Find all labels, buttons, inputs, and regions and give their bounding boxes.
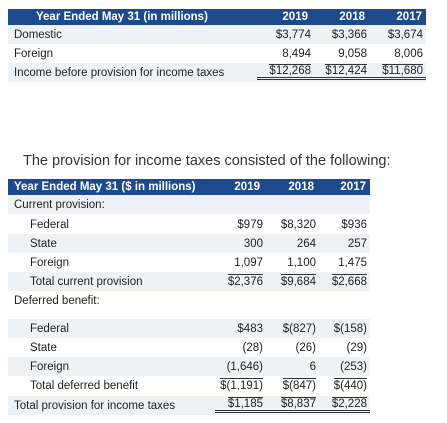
cell-2017: $2,668 [331,273,367,288]
row-label: Federal [30,322,69,335]
cell-2019: (1,646) [226,360,263,373]
table-row: State (28) (26) (29) [8,338,370,357]
cell-2018: $8,837 [280,397,316,410]
cell-2018: $(847) [282,377,316,392]
cell-2019: 8,494 [282,47,311,60]
header-2017: 2017 [340,181,366,193]
cell-2019: (28) [242,341,263,354]
cell-2019: 300 [243,237,263,250]
cell-2017: $(158) [333,322,367,335]
table-row: Foreign 8,494 9,058 8,006 [8,44,426,63]
row-label: Domestic [14,28,62,41]
section-heading-deferred: Deferred benefit: [14,294,100,307]
table-row: Foreign (1,646) 6 (253) [8,357,370,376]
header-2019: 2019 [234,181,260,193]
cell-2019: $(1,191) [220,377,263,392]
cell-2019: 1,097 [234,256,263,269]
row-label: Total deferred benefit [30,379,139,392]
header-2018: 2018 [339,11,365,23]
row-label: State [30,341,57,354]
row-label: Income before provision for income taxes [14,66,225,79]
cell-2018: $8,320 [280,218,316,231]
table-row: Federal $979 $8,320 $936 [8,215,370,234]
cell-2019: $483 [237,322,263,335]
header-label: Year Ended May 31 ($ in millions) [14,181,196,193]
row-label: Federal [30,218,69,231]
cell-2019: $979 [237,218,263,231]
cell-2018: 264 [296,237,316,250]
cell-2019: $3,774 [275,28,311,41]
income-tax-provision-table: Year Ended May 31 ($ in millions) 2019 2… [8,179,370,415]
cell-2018: $9,684 [280,273,316,288]
row-label: Foreign [30,256,69,269]
section-caption: The provision for income taxes consisted… [23,153,391,169]
row-label: Foreign [30,360,69,373]
cell-2017: (253) [340,360,367,373]
cell-2019: $1,185 [227,397,263,410]
cell-2019: $12,268 [269,64,311,77]
table-row-total: Income before provision for income taxes… [8,63,426,82]
table-row: Federal $483 $(827) $(158) [8,319,370,338]
table-row: Foreign 1,097 1,100 1,475 [8,253,370,272]
cell-2017: $3,674 [387,28,423,41]
table-header: Year Ended May 31 ($ in millions) 2019 2… [8,179,370,195]
income-by-jurisdiction-table: Year Ended May 31 (in millions) 2019 201… [8,9,426,82]
header-label: Year Ended May 31 (in millions) [36,11,208,23]
cell-2018: 1,100 [287,256,316,269]
cell-2017: $11,680 [382,64,423,77]
row-label: State [30,237,57,250]
cell-2018: 6 [309,360,316,373]
row-label: Foreign [14,47,53,60]
cell-2018: 9,058 [338,47,367,60]
table-row-subtotal: Total current provision $2,376 $9,684 $2… [8,272,370,291]
cell-2017: $936 [341,218,367,231]
header-2017: 2017 [396,11,422,23]
header-2018: 2018 [288,181,314,193]
cell-2018: $12,424 [325,64,367,77]
table-row-subtotal: Total deferred benefit $(1,191) $(847) $… [8,376,370,395]
header-2019: 2019 [282,11,308,23]
section-heading-current: Current provision: [8,195,370,214]
cell-2017: 1,475 [338,256,367,269]
row-label: Total provision for income taxes [14,399,176,412]
cell-2018: $3,366 [331,28,367,41]
table-row: State 300 264 257 [8,234,370,253]
cell-2019: $2,376 [227,273,263,288]
cell-2017: $2,228 [331,397,367,410]
cell-2017: (29) [346,341,367,354]
cell-2017: 257 [347,237,367,250]
table-row-total: Total provision for income taxes $1,185 … [8,396,370,415]
cell-2018: (26) [295,341,316,354]
cell-2017: $(440) [333,377,367,392]
row-label: Total current provision [30,275,143,288]
table-row: Domestic $3,774 $3,366 $3,674 [8,25,426,44]
cell-2018: $(827) [282,322,316,335]
cell-2017: 8,006 [394,47,423,60]
table-header: Year Ended May 31 (in millions) 2019 201… [8,9,426,25]
